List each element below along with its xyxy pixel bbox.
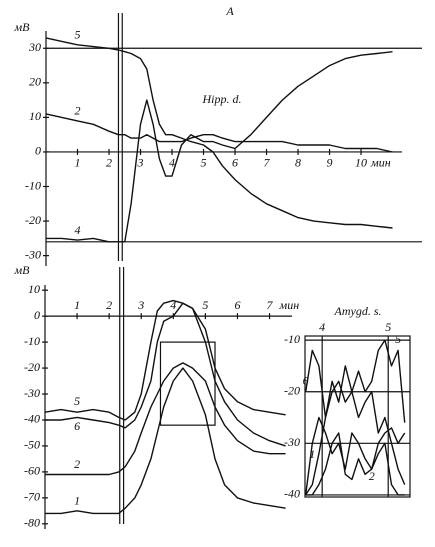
y-tick-label: -20 xyxy=(284,383,300,397)
y-axis-label: мВ xyxy=(14,20,31,34)
x-tick-label: 2 xyxy=(106,156,112,170)
data-line xyxy=(44,299,286,421)
series-label: 6 xyxy=(74,419,80,433)
y-tick-label: 10 xyxy=(28,282,40,296)
y-tick-label: -80 xyxy=(24,516,40,530)
y-tick-label: 0 xyxy=(34,308,40,322)
x-tick-label: 9 xyxy=(327,156,333,170)
y-tick-label: -60 xyxy=(24,464,40,478)
y-tick-label: 20 xyxy=(29,75,41,89)
series-label: 1 xyxy=(74,494,80,508)
x-tick-label: 5 xyxy=(202,298,208,312)
x-tick-label: 3 xyxy=(137,298,144,312)
x-tick-label: 10 xyxy=(355,156,367,170)
annotation: Hipp. d. xyxy=(202,92,242,106)
x-tick-label: 1 xyxy=(75,156,81,170)
series-label: 5 xyxy=(74,394,80,408)
y-tick-label: -30 xyxy=(25,247,41,261)
x-tick-label: 6 xyxy=(234,298,240,312)
data-line xyxy=(46,51,393,243)
y-tick-label: -70 xyxy=(24,490,40,504)
y-tick-label: -40 xyxy=(284,487,300,501)
data-line xyxy=(45,367,286,515)
x-tick-label: 6 xyxy=(232,156,238,170)
series-label: 2 xyxy=(74,457,80,471)
y-tick-label: -20 xyxy=(25,213,41,227)
series-label: 6 xyxy=(303,373,309,387)
chart-title: Amygd. s. xyxy=(334,304,382,318)
y-tick-label: 0 xyxy=(35,144,41,158)
x-tick-label: 8 xyxy=(295,156,301,170)
y-tick-label: -10 xyxy=(24,334,40,348)
x-tick-label: 4 xyxy=(319,320,325,334)
series-label: 5 xyxy=(75,28,81,42)
x-axis-label: мин xyxy=(279,298,300,312)
series-label: 4 xyxy=(75,223,81,237)
y-tick-label: -10 xyxy=(284,332,300,346)
y-tick-label: -20 xyxy=(24,360,40,374)
x-tick-label: 1 xyxy=(74,298,80,312)
x-tick-label: 5 xyxy=(201,156,207,170)
y-tick-label: -10 xyxy=(25,178,41,192)
zoom-box xyxy=(159,341,216,426)
data-line xyxy=(45,37,393,229)
x-tick-label: 4 xyxy=(169,156,175,170)
y-axis-label: мВ xyxy=(14,263,31,277)
data-line xyxy=(45,362,286,476)
inset-frame xyxy=(304,335,411,498)
y-tick-label: -30 xyxy=(24,386,40,400)
series-label: 5 xyxy=(395,332,401,346)
y-tick-label: 30 xyxy=(28,40,41,54)
data-line xyxy=(305,349,406,485)
data-line xyxy=(305,339,406,496)
x-tick-label: 5 xyxy=(385,320,391,334)
x-axis-label: мин xyxy=(370,156,391,170)
y-tick-label: -50 xyxy=(24,438,40,452)
y-tick-label: -40 xyxy=(24,412,40,426)
data-line xyxy=(45,302,286,447)
data-line xyxy=(305,432,405,496)
x-tick-label: 4 xyxy=(170,298,176,312)
y-tick-label: -30 xyxy=(284,435,300,449)
x-tick-label: 7 xyxy=(267,298,274,312)
chart-title: A xyxy=(225,4,234,18)
series-label: 1 xyxy=(309,447,315,461)
series-label: 2 xyxy=(369,469,375,483)
x-tick-label: 2 xyxy=(106,298,112,312)
y-tick-label: 10 xyxy=(29,109,41,123)
x-tick-label: 7 xyxy=(264,156,271,170)
data-line xyxy=(45,113,393,153)
data-line xyxy=(305,416,406,495)
series-label: 2 xyxy=(75,104,81,118)
x-tick-label: 3 xyxy=(137,156,144,170)
